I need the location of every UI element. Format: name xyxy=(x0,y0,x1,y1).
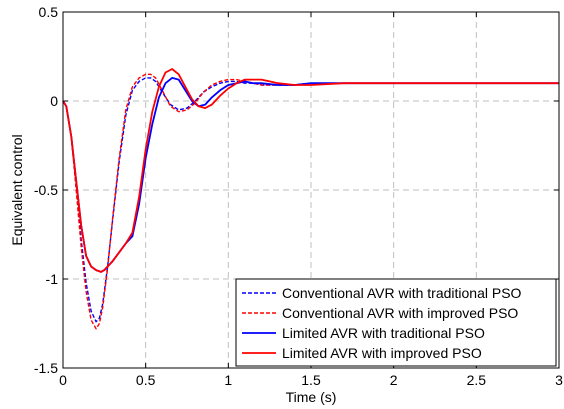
x-tick-label: 0 xyxy=(59,372,67,388)
y-tick-label: -1 xyxy=(46,271,59,287)
axis-ticks: 0 0.5 1 1.5 2 2.5 3 -1.5 -1 -0.5 0 0.5 xyxy=(34,4,563,388)
legend-box xyxy=(235,278,557,367)
y-tick-label: -0.5 xyxy=(34,182,58,198)
x-tick-label: 1 xyxy=(224,372,232,388)
x-axis-label: Time (s) xyxy=(286,389,337,405)
x-tick-label: 0.5 xyxy=(136,372,156,388)
x-tick-label: 2 xyxy=(390,372,398,388)
legend-label-4: Limited AVR with improved PSO xyxy=(282,345,482,361)
legend-label-2: Conventional AVR with improved PSO xyxy=(282,305,518,321)
y-tick-label: 0 xyxy=(50,93,58,109)
legend-label-1: Conventional AVR with traditional PSO xyxy=(282,285,522,301)
y-axis-label: Equivalent control xyxy=(9,134,25,245)
x-tick-label: 3 xyxy=(555,372,563,388)
x-tick-label: 1.5 xyxy=(301,372,321,388)
legend-label-3: Limited AVR with traditional PSO xyxy=(282,325,485,341)
y-tick-label: -1.5 xyxy=(34,360,58,376)
legend: Conventional AVR with traditional PSO Con… xyxy=(235,278,557,367)
series-layer xyxy=(62,68,559,330)
series-line-4 xyxy=(62,68,559,273)
y-tick-label: 0.5 xyxy=(39,4,59,20)
x-tick-label: 2.5 xyxy=(467,372,487,388)
